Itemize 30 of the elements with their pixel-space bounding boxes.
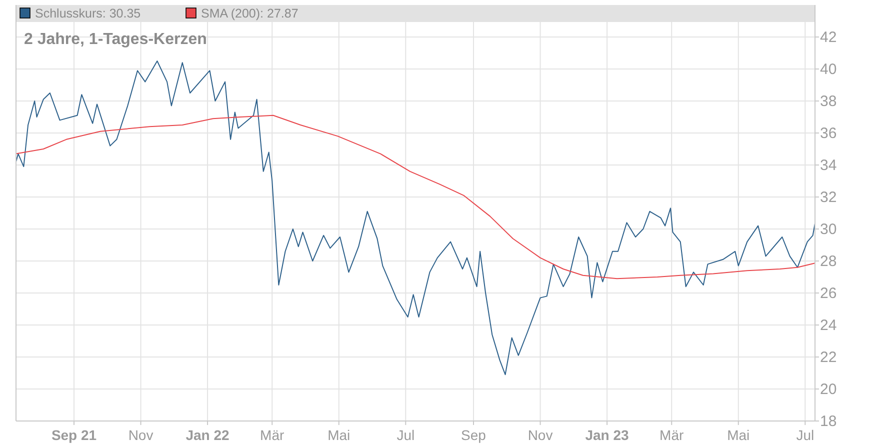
x-tick-label: Jan 22 [186,427,230,443]
x-tick-label: Jan 23 [585,427,630,443]
y-tick-label: 42 [820,29,837,46]
y-tick-label: 18 [820,413,837,430]
x-tick-label: Nov [128,427,154,443]
x-tick-label: Jul [796,427,814,443]
y-tick-label: 36 [820,125,837,142]
x-tick-label: Mai [727,427,750,443]
legend-label: SMA (200): 27.87 [201,6,298,20]
y-tick-label: 32 [820,189,837,206]
y-tick-label: 28 [820,253,837,270]
x-tick-label: Sep 21 [51,427,97,443]
x-tick-label: Jul [396,427,415,443]
y-tick-label: 26 [820,285,837,302]
y-tick-label: 40 [820,61,837,78]
x-tick-label: Nov [528,427,553,443]
y-tick-label: 20 [820,381,837,398]
y-tick-label: 24 [820,317,837,334]
x-tick-label: Mär [260,427,285,443]
text: 2 Jahre, 1-Tages-Kerzen [24,31,207,48]
y-tick-label: 38 [820,93,837,110]
line-series [16,114,816,280]
line-series [16,60,816,376]
x-tick-label: Sep [461,427,486,443]
y-tick-label: 22 [820,349,837,366]
y-tick-label: 34 [820,157,837,174]
legend-label: Schlusskurs: 30.35 [35,6,141,20]
x-tick-label: Mai [328,427,350,443]
x-tick-label: Mär [660,427,684,443]
y-tick-label: 30 [820,221,837,238]
